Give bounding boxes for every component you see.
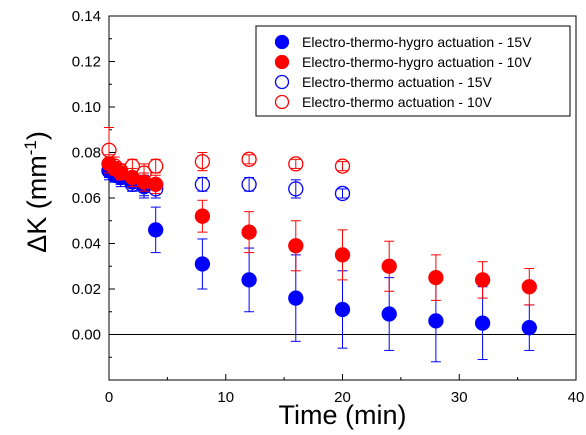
data-point [428, 269, 444, 286]
data-point [241, 224, 257, 240]
data-point [288, 156, 304, 172]
series-2 [101, 154, 537, 306]
x-tick-label: 10 [217, 389, 234, 406]
axes-layer: 0 10 20 30 40 0.00 0.02 0.04 0.06 0.08 0.10 0.12 0.1… [72, 8, 585, 406]
data-point [428, 313, 444, 329]
data-point [241, 176, 257, 193]
data-point [521, 279, 537, 295]
legend-item: Electro-thermo actuation - 10V [274, 94, 493, 110]
legend-label: Electro-thermo-hygro actuation - 15V [302, 34, 532, 50]
data-point [381, 258, 397, 274]
y-tick-label: 0.14 [72, 8, 101, 25]
series-4 [101, 126, 351, 183]
data-point [334, 158, 351, 174]
y-tick-label: 0.08 [72, 145, 101, 162]
legend-item: Electro-thermo actuation - 15V [274, 74, 493, 90]
data-point [288, 181, 304, 197]
y-axis-title: ΔK (mm-1) [21, 131, 52, 253]
y-tick-label: 0.02 [72, 281, 101, 298]
legend-item: Electro-thermo-hygro actuation - 10V [274, 54, 532, 70]
data-point [194, 256, 211, 272]
data-point [521, 320, 537, 336]
data-point [474, 315, 491, 331]
data-point [474, 272, 491, 288]
legend-marker [274, 74, 290, 90]
data-point [148, 158, 164, 174]
series-1 [101, 161, 537, 363]
x-tick-label: 20 [334, 389, 351, 406]
legend-label: Electro-thermo actuation - 15V [302, 74, 493, 90]
y-tick-label: 0.04 [72, 236, 101, 253]
data-point [241, 151, 257, 167]
data-point [194, 153, 211, 170]
data-point [241, 272, 257, 288]
x-axis-title: Time (min) [279, 400, 407, 430]
data-point [381, 306, 397, 322]
x-tick-label: 40 [568, 389, 585, 406]
legend-marker [274, 54, 290, 70]
y-tick-label: 0.06 [72, 190, 101, 207]
data-point [194, 208, 211, 224]
x-tick-label: 0 [105, 389, 113, 406]
legend-label: Electro-thermo-hygro actuation - 10V [302, 54, 532, 70]
data-layer [101, 126, 537, 363]
legend-item: Electro-thermo-hygro actuation - 15V [274, 34, 532, 50]
y-tick-label: 0.00 [72, 327, 101, 344]
y-axis-title-tail: ) [22, 131, 52, 140]
y-tick-label: 0.12 [72, 54, 101, 71]
data-point [334, 247, 351, 263]
legend: Electro-thermo-hygro actuation - 15V Elec… [255, 25, 571, 117]
y-tick-label: 0.10 [72, 99, 101, 116]
legend-label: Electro-thermo actuation - 10V [302, 94, 493, 110]
legend-box [255, 25, 571, 117]
legend-marker [274, 34, 290, 50]
y-axis-title-main: ΔK (mm [22, 155, 52, 253]
legend-marker [274, 94, 290, 110]
data-point [194, 176, 211, 193]
y-axis-title-superscript: -1 [21, 140, 40, 155]
data-point [334, 301, 351, 318]
data-point [148, 222, 164, 238]
x-tick-label: 30 [451, 389, 468, 406]
data-point [288, 290, 304, 306]
data-point [288, 238, 304, 254]
data-point [148, 176, 164, 193]
data-point [334, 185, 351, 202]
